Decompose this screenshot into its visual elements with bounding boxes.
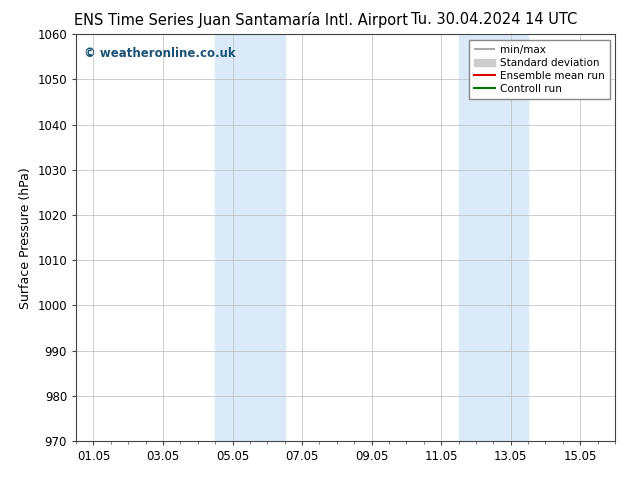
Text: © weatheronline.co.uk: © weatheronline.co.uk — [84, 47, 236, 59]
Text: ENS Time Series Juan Santamaría Intl. Airport: ENS Time Series Juan Santamaría Intl. Ai… — [74, 12, 408, 28]
Y-axis label: Surface Pressure (hPa): Surface Pressure (hPa) — [19, 167, 32, 309]
Text: Tu. 30.04.2024 14 UTC: Tu. 30.04.2024 14 UTC — [411, 12, 578, 27]
Bar — [458, 34, 528, 441]
Legend: min/max, Standard deviation, Ensemble mean run, Controll run: min/max, Standard deviation, Ensemble me… — [469, 40, 610, 99]
Bar — [215, 34, 285, 441]
